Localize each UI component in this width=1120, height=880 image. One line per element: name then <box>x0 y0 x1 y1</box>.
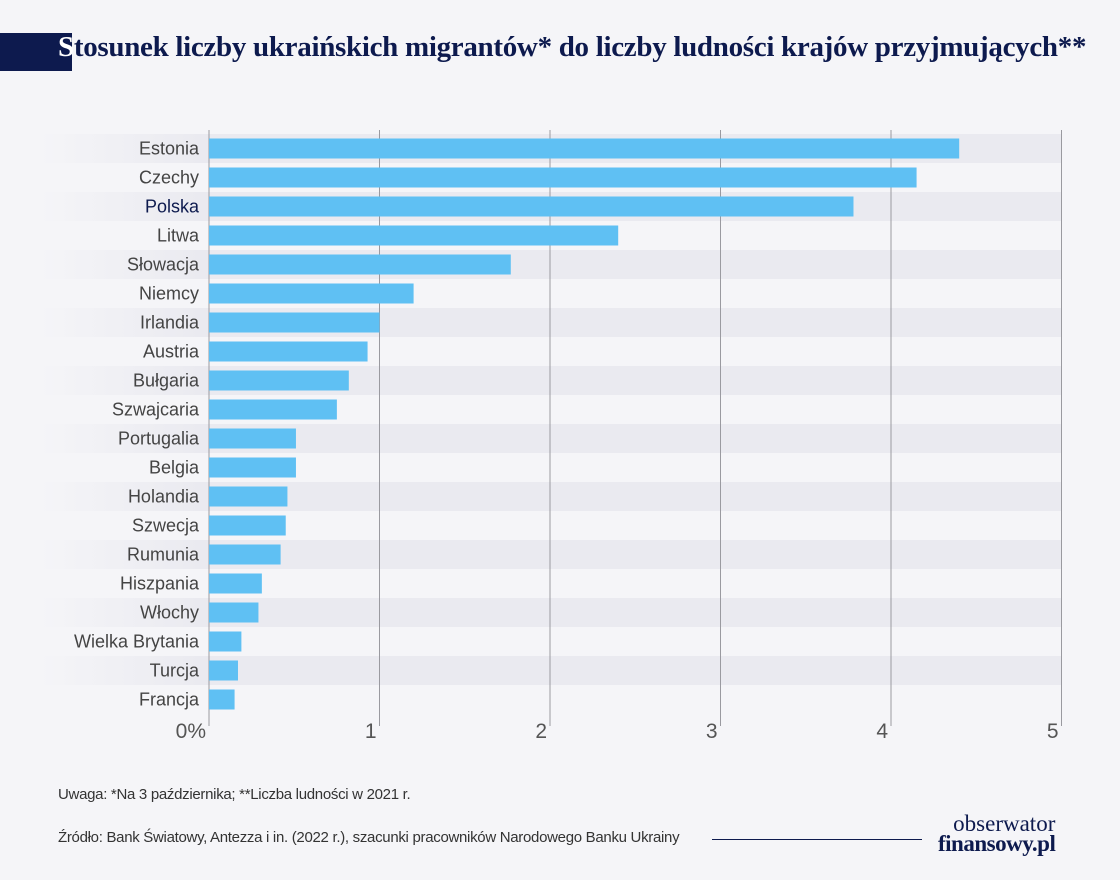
chart-title: Stosunek liczby ukraińskich migrantów* d… <box>58 31 1086 64</box>
bar <box>209 632 241 652</box>
x-tick-label: 1 <box>365 720 377 743</box>
bar <box>209 226 618 246</box>
bar <box>209 458 296 478</box>
bar <box>209 516 286 536</box>
x-tick-label: 4 <box>876 720 888 743</box>
source-divider <box>712 839 922 840</box>
category-label: Czechy <box>139 168 199 188</box>
category-label: Hiszpania <box>120 574 200 594</box>
category-label: Niemcy <box>139 284 199 304</box>
source-text: Źródło: Bank Światowy, Antezza i in. (20… <box>58 829 679 846</box>
category-label: Słowacja <box>127 255 200 275</box>
category-label: Irlandia <box>140 313 200 333</box>
bar <box>209 574 262 594</box>
bar <box>209 690 235 710</box>
bar <box>209 487 287 507</box>
category-label: Szwecja <box>132 516 200 536</box>
bar <box>209 429 296 449</box>
bar-chart: Estonia Czechy Polska Litwa Słowacja Niemcy Ir… <box>0 120 1120 760</box>
bar <box>209 342 368 362</box>
logo-line-2: finansowy.pl <box>938 834 1055 854</box>
x-tick-label: 0% <box>176 720 206 743</box>
category-label: Belgia <box>149 458 200 478</box>
category-label: Holandia <box>128 487 200 507</box>
bar <box>209 284 414 304</box>
bar <box>209 371 349 391</box>
note-text: Uwaga: *Na 3 października; **Liczba ludn… <box>58 786 410 803</box>
category-label: Francja <box>139 690 200 710</box>
bar <box>209 661 238 681</box>
category-label: Szwajcaria <box>112 400 200 420</box>
bar <box>209 400 337 420</box>
bar <box>209 255 511 275</box>
category-label: Portugalia <box>118 429 200 449</box>
category-label: Polska <box>145 197 200 217</box>
category-label: Rumunia <box>127 545 200 565</box>
category-label: Austria <box>143 342 200 362</box>
category-label: Włochy <box>140 603 199 623</box>
bar <box>209 603 258 623</box>
category-label: Estonia <box>139 139 200 159</box>
bar <box>209 168 917 188</box>
bar <box>209 197 853 217</box>
bar <box>209 139 959 159</box>
bar <box>209 545 281 565</box>
x-tick-label: 2 <box>535 720 547 743</box>
category-label: Bułgaria <box>133 371 200 391</box>
brand-logo: obserwator finansowy.pl <box>938 814 1055 854</box>
category-label: Turcja <box>150 661 200 681</box>
title-text: tosunek liczby ukraińskich migrantów* do… <box>74 31 1086 63</box>
title-first-letter: S <box>58 31 74 63</box>
x-tick-label: 5 <box>1047 720 1059 743</box>
category-label: Wielka Brytania <box>74 632 200 652</box>
bar <box>209 313 380 333</box>
category-label: Litwa <box>157 226 200 246</box>
x-tick-label: 3 <box>706 720 718 743</box>
